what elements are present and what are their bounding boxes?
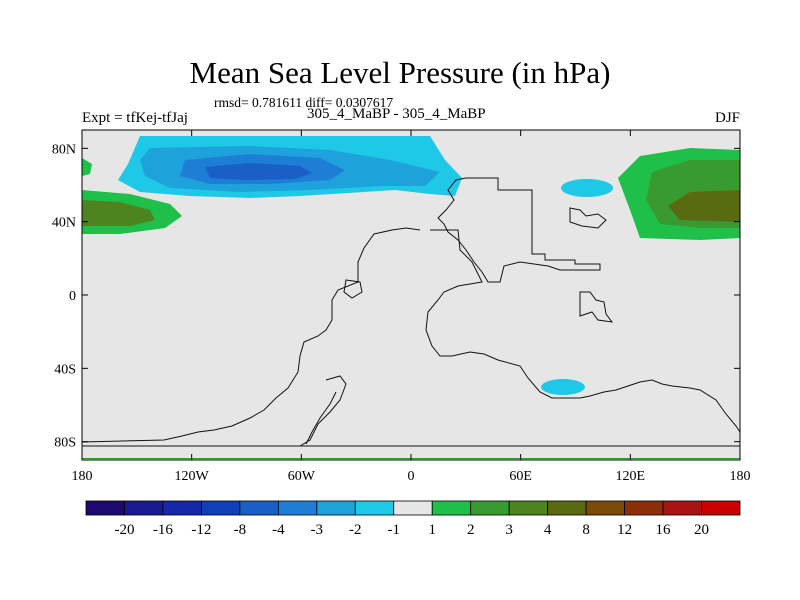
- colorbar-label: 20: [694, 522, 709, 538]
- colorbar-swatch: [662, 500, 702, 516]
- y-tick-label: 80N: [52, 142, 76, 157]
- contour-pos-west-2: [82, 200, 155, 226]
- season-label: DJF: [714, 110, 740, 126]
- colorbar-label: -12: [191, 522, 211, 538]
- colorbar-label: -1: [388, 522, 401, 538]
- chart-title: Mean Sea Level Pressure (in hPa): [189, 55, 611, 90]
- colorbar-swatch: [508, 500, 549, 516]
- colorbar-label: -8: [234, 522, 247, 538]
- colorbar-swatch: [124, 500, 164, 516]
- colorbar-swatch: [547, 500, 587, 516]
- x-tick-label: 60E: [509, 469, 532, 484]
- colorbar-swatch: [393, 500, 433, 516]
- contour-pos-arctic-west: [82, 158, 92, 176]
- colorbar-swatch: [316, 500, 356, 516]
- y-tick-label: 0: [69, 289, 76, 304]
- runs-label: 305_4_MaBP - 305_4_MaBP: [307, 106, 486, 122]
- x-tick-label: 0: [408, 469, 415, 484]
- colorbar-label: -20: [114, 522, 134, 538]
- colorbar-label: -16: [153, 522, 173, 538]
- colorbar-swatch: [162, 500, 202, 516]
- colorbar-swatch: [85, 500, 125, 516]
- colorbar-label: 1: [428, 522, 436, 538]
- colorbar-label: 16: [656, 522, 672, 538]
- contour-neg-asia: [561, 179, 613, 197]
- colorbar-label: 4: [544, 522, 552, 538]
- stats-label: rmsd= 0.781611 diff= 0.0307617: [214, 95, 394, 110]
- experiment-label: Expt = tfKej-tfJaj: [82, 110, 188, 126]
- colorbar-swatch: [277, 500, 318, 516]
- colorbar-label: -2: [349, 522, 362, 538]
- colorbar-label: 12: [617, 522, 632, 538]
- coastlines: [82, 177, 740, 458]
- y-tick-label: 40S: [54, 362, 76, 377]
- x-tick-label: 120E: [616, 469, 646, 484]
- colorbar-swatch: [585, 500, 625, 516]
- y-tick-label: 40N: [52, 216, 76, 231]
- contour-pos-east-3: [668, 190, 740, 222]
- colorbar-swatch: [624, 500, 664, 516]
- colorbar-label: 2: [467, 522, 475, 538]
- x-tick-label: 180: [730, 469, 751, 484]
- y-tick-label: 80S: [54, 436, 76, 451]
- x-tick-label: 180: [72, 469, 93, 484]
- colorbar-label: -3: [311, 522, 324, 538]
- colorbar-swatch: [470, 500, 510, 516]
- colorbar-swatch: [431, 500, 472, 516]
- contour-neg-4: [205, 163, 312, 180]
- x-tick-label: 120W: [175, 469, 210, 484]
- colorbar-label: 8: [582, 522, 590, 538]
- colorbar-swatch: [201, 500, 241, 516]
- contour-neg-south: [541, 379, 585, 395]
- x-tick-label: 60W: [288, 469, 316, 484]
- colorbar-swatch: [354, 500, 395, 516]
- colorbar-label: 3: [505, 522, 513, 538]
- colorbar-swatch: [701, 500, 741, 516]
- colorbar-label: -4: [272, 522, 285, 538]
- colorbar-swatch: [239, 500, 279, 516]
